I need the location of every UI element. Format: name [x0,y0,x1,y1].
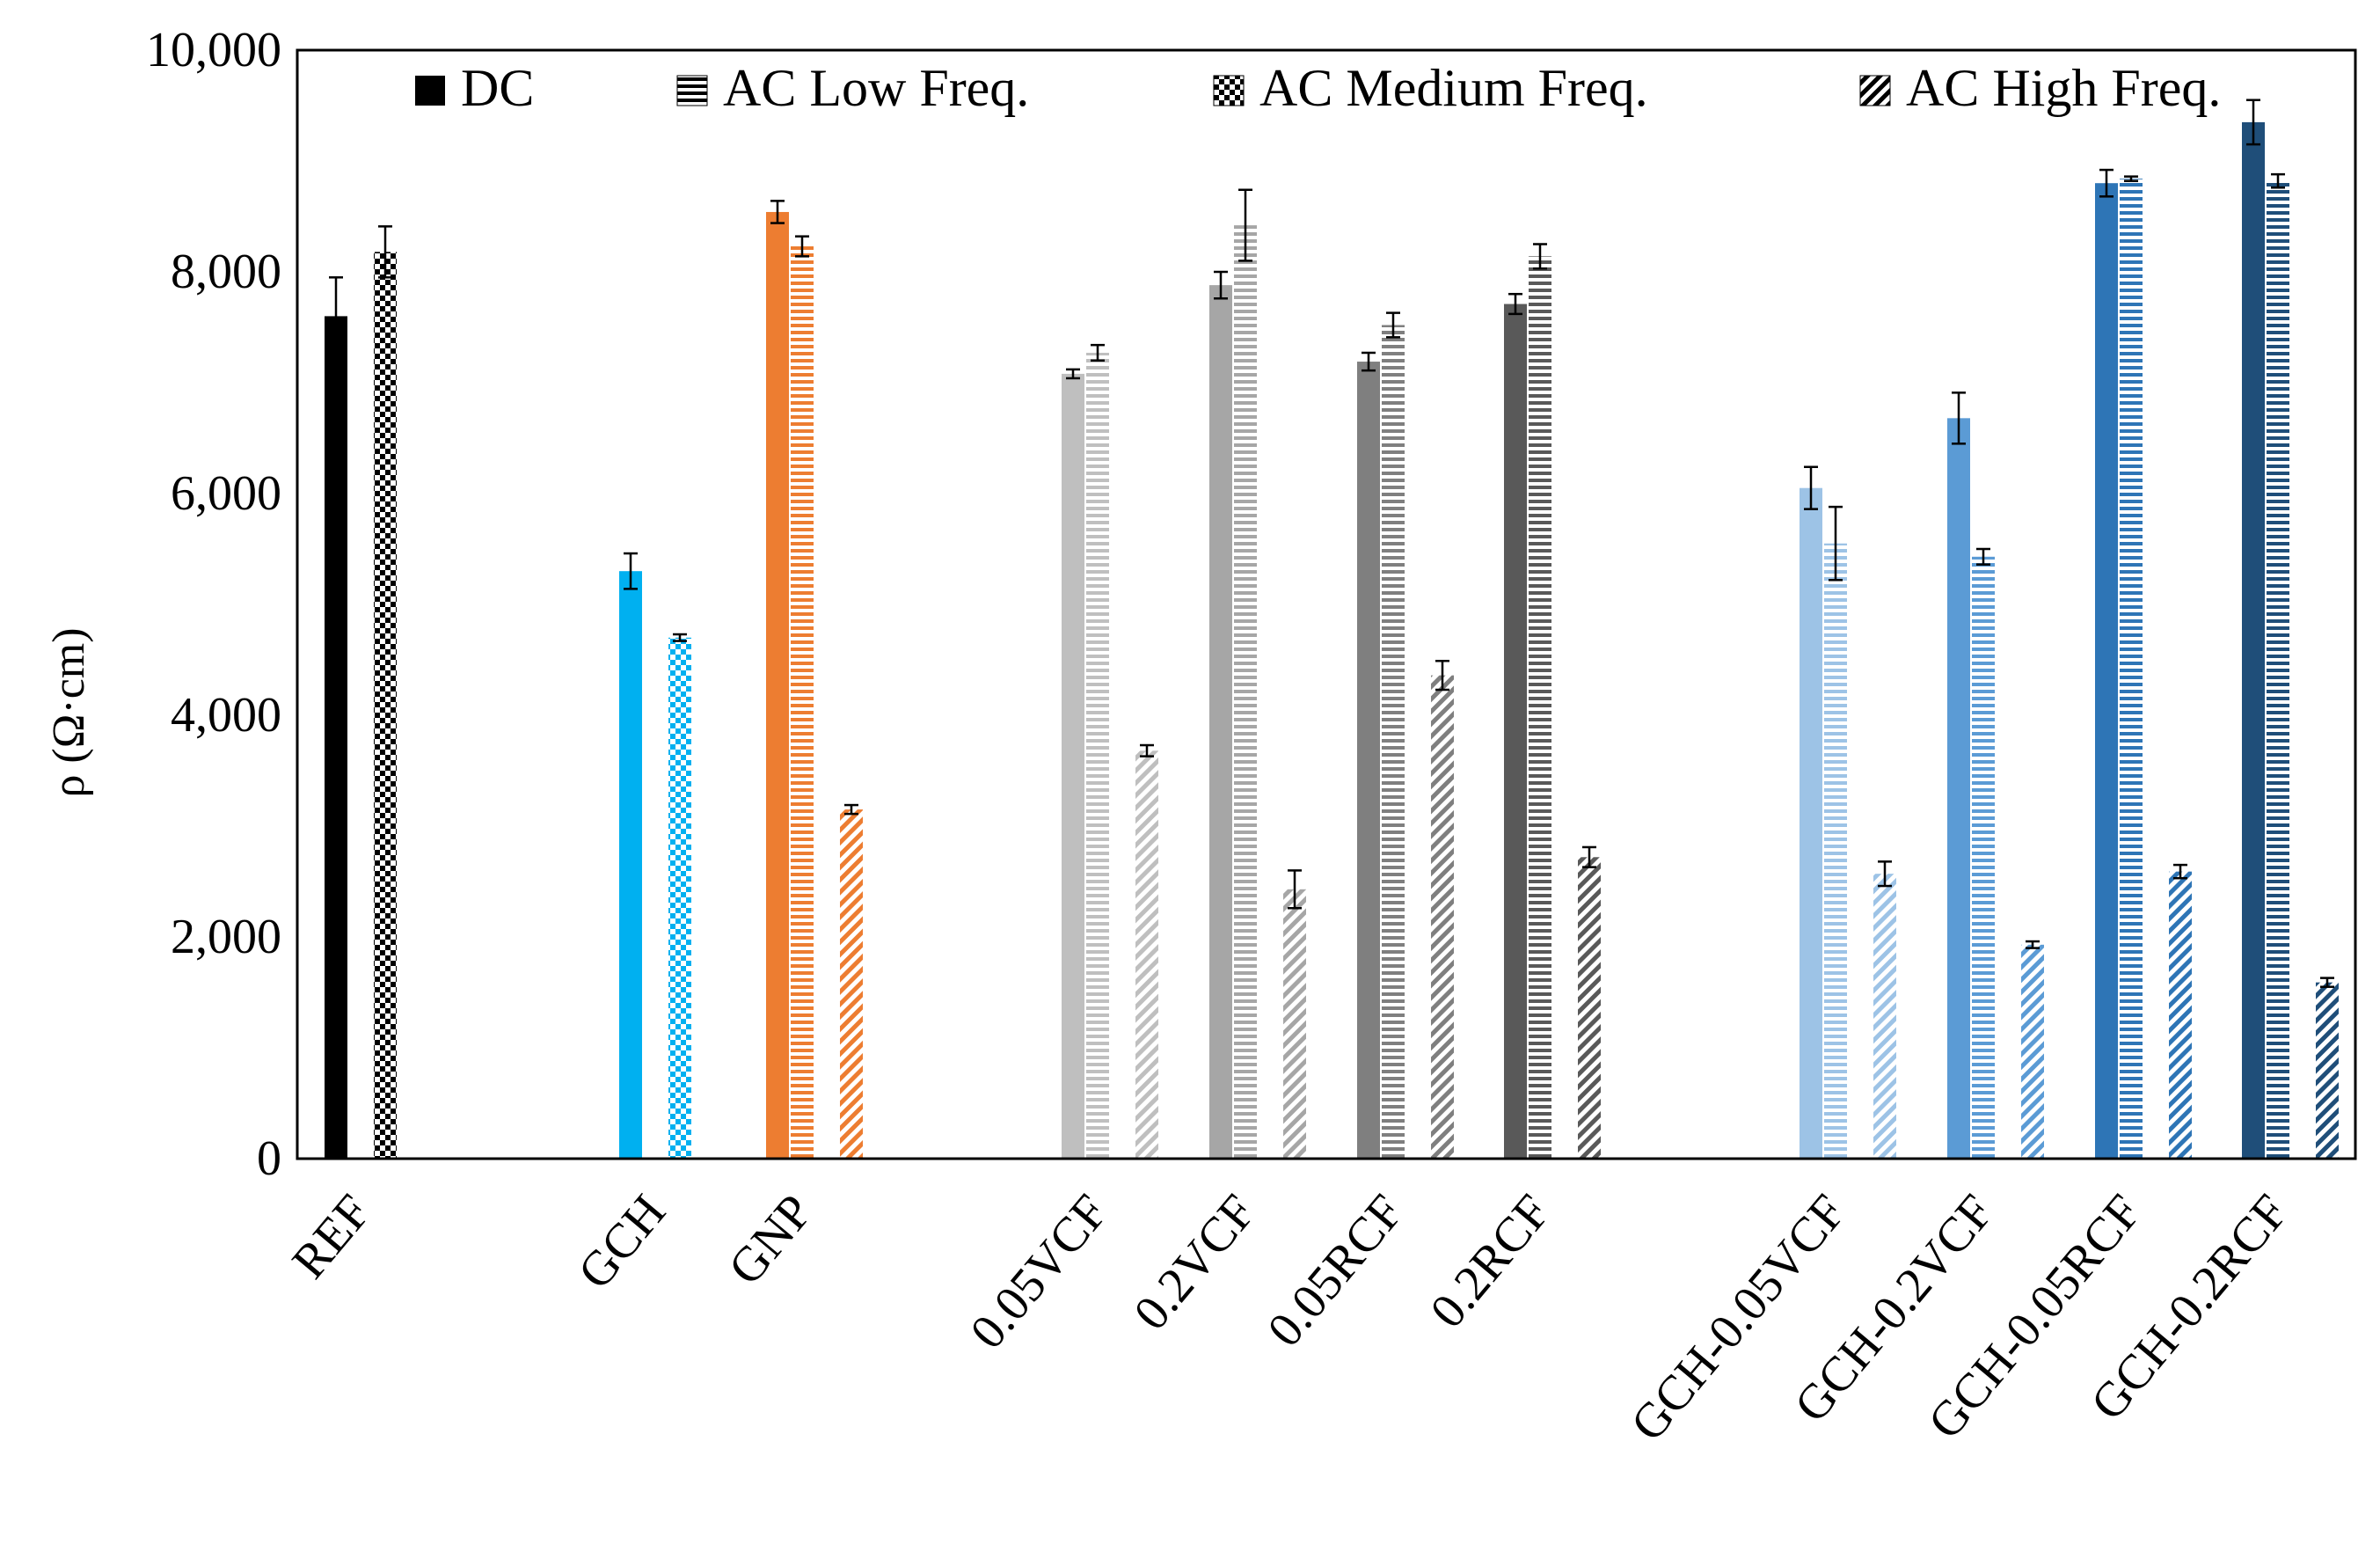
y-tick-labels: 0 2,000 4,000 6,000 8,000 10,000 [146,23,281,1186]
bar-GCH-0.2VCF-hstripes [1972,556,1995,1159]
legend: DC AC Low Freq. AC Medium Freq. AC High Fre… [415,59,2221,117]
bar-0.2RCF-hstripes [1529,256,1551,1159]
y-tick-label: 10,000 [146,23,281,77]
bar-GNP-solid [766,211,789,1160]
error-bars-group [329,99,2334,988]
error-bar [1288,869,1302,910]
bar-GCH-0.2VCF-diag [2021,944,2044,1159]
legend-swatch-diag [1859,75,1891,106]
bar-0.05RCF-hstripes [1382,325,1405,1160]
error-bar [2026,940,2040,949]
error-bar [1386,311,1400,339]
error-bar [1435,660,1449,692]
error-bar [1533,243,1547,270]
error-bar [378,225,392,279]
bar-REF-solid [325,316,347,1159]
bar-GCH-0.05VCF-diag [1873,874,1896,1159]
error-bar [2124,175,2138,182]
bar-0.2VCF-solid [1209,285,1232,1159]
legend-label: AC Low Freq. [723,59,1029,117]
plot-area-frame [296,48,2357,1160]
error-bar [1952,391,1966,445]
legend-label: AC Medium Freq. [1259,59,1648,117]
error-bar [329,276,343,356]
legend-label: AC High Freq. [1906,59,2221,117]
bar-0.2VCF-hstripes [1234,225,1257,1160]
error-bar [673,633,687,642]
legend-swatch-solid [415,76,445,106]
y-tick-label: 8,000 [171,245,281,299]
error-bar [1582,845,1596,868]
y-tick-label: 6,000 [171,466,281,521]
bar-0.05VCF-solid [1062,373,1084,1159]
legend-swatch-checker [1213,75,1245,106]
bar-0.2RCF-solid [1504,304,1527,1159]
error-bar [1804,465,1818,510]
legend-label: DC [461,59,534,117]
error-bar [1066,368,1080,380]
bar-GCH-0.2VCF-solid [1947,418,1970,1159]
bar-GNP-diag [840,809,863,1159]
bar-0.2RCF-diag [1578,857,1601,1159]
error-bar [2173,863,2187,880]
y-tick-label: 0 [257,1131,281,1186]
bar-GCH-checker [668,637,691,1159]
bar-GNP-hstripes [791,246,814,1159]
bar-0.05VCF-hstripes [1086,352,1109,1160]
legend-swatch-hstripes [676,75,708,106]
error-bar [2271,172,2285,189]
bar-REF-checker [374,252,397,1159]
y-tick-label: 2,000 [171,910,281,964]
error-bar [1238,188,1252,262]
bar-GCH-0.05VCF-solid [1800,487,1822,1159]
bar-GCH-0.2RCF-diag [2316,982,2339,1159]
bar-GCH-0.05RCF-solid [2095,183,2118,1160]
bar-0.05RCF-diag [1431,675,1454,1159]
error-bar [624,552,638,590]
error-bar [770,200,785,224]
bar-GCH-solid [619,571,642,1159]
y-axis-title: ρ (Ω·cm) [44,627,94,797]
bar-GCH-0.2RCF-solid [2242,121,2265,1159]
error-bar [1508,292,1522,316]
error-bar [2246,99,2260,146]
error-bar [844,803,858,816]
error-bar [1140,743,1154,757]
y-tick-label: 4,000 [171,688,281,743]
bars-group [325,121,2339,1160]
bar-0.05RCF-solid [1357,362,1380,1159]
error-bar [1976,547,1990,566]
bar-GCH-0.05VCF-hstripes [1824,543,1847,1159]
error-bar [2320,977,2334,988]
bar-GCH-0.2RCF-hstripes [2267,180,2289,1160]
error-bar [1214,270,1228,300]
bar-0.2VCF-diag [1283,889,1306,1159]
bar-GCH-0.05RCF-hstripes [2120,179,2143,1159]
error-bar [1362,351,1376,372]
error-bar [1091,343,1105,362]
error-bar [795,235,809,258]
error-bar [1878,860,1892,888]
error-bar [2099,168,2114,198]
bar-0.05VCF-diag [1135,750,1158,1159]
error-bar [1829,505,1843,582]
bar-GCH-0.05RCF-diag [2169,871,2192,1159]
